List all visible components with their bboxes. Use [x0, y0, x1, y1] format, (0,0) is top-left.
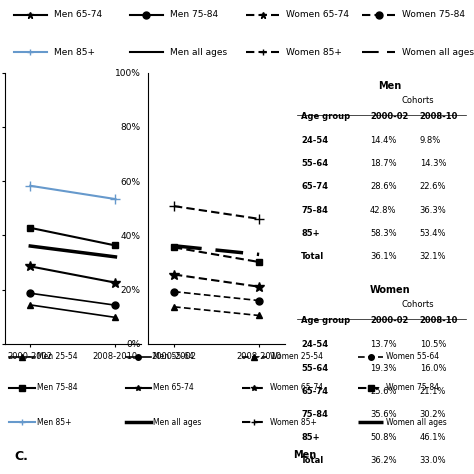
Text: Men 55-64: Men 55-64 — [154, 352, 194, 361]
Text: 33.0%: 33.0% — [419, 456, 447, 465]
Text: 24-54: 24-54 — [301, 340, 328, 349]
Text: Age group: Age group — [301, 112, 350, 121]
Text: 2000-02: 2000-02 — [370, 316, 409, 325]
Text: 65-74: 65-74 — [301, 182, 328, 191]
Text: 2008-10: 2008-10 — [419, 316, 458, 325]
Text: 46.1%: 46.1% — [419, 433, 446, 442]
Text: Men 65-74: Men 65-74 — [154, 383, 194, 392]
Text: 32.1%: 32.1% — [419, 252, 446, 261]
Text: 85+: 85+ — [301, 228, 319, 237]
Text: 58.3%: 58.3% — [370, 228, 397, 237]
Text: 30.2%: 30.2% — [419, 410, 446, 419]
Text: 50.8%: 50.8% — [370, 433, 397, 442]
Text: 53.4%: 53.4% — [419, 228, 446, 237]
Text: 36.3%: 36.3% — [419, 206, 447, 215]
Text: 14.3%: 14.3% — [419, 159, 446, 168]
Text: Men: Men — [378, 81, 401, 91]
Text: Men 85+: Men 85+ — [54, 48, 94, 57]
Text: 42.8%: 42.8% — [370, 206, 397, 215]
Text: Women 25-54: Women 25-54 — [270, 352, 322, 361]
Text: Men 75-84: Men 75-84 — [170, 10, 218, 19]
Text: 75-84: 75-84 — [301, 206, 328, 215]
Text: Cohorts: Cohorts — [401, 300, 434, 309]
Text: Total: Total — [301, 456, 324, 465]
Text: 2008-10: 2008-10 — [419, 112, 458, 121]
Text: Men 85+: Men 85+ — [37, 418, 72, 427]
Text: 13.7%: 13.7% — [370, 340, 397, 349]
Text: 18.7%: 18.7% — [370, 159, 397, 168]
Text: Women 65-74: Women 65-74 — [270, 383, 323, 392]
Text: Men 25-54: Men 25-54 — [37, 352, 78, 361]
Text: Age group: Age group — [301, 316, 350, 325]
Text: 9.8%: 9.8% — [419, 137, 441, 146]
Text: 21.1%: 21.1% — [419, 387, 446, 396]
Text: Men: Men — [293, 450, 316, 460]
Text: Women 55-64: Women 55-64 — [386, 352, 439, 361]
Text: Women 85+: Women 85+ — [270, 418, 316, 427]
Text: Women all ages: Women all ages — [386, 418, 447, 427]
Text: 85+: 85+ — [301, 433, 319, 442]
Text: 65-74: 65-74 — [301, 387, 328, 396]
Text: 14.4%: 14.4% — [370, 137, 396, 146]
Text: 55-64: 55-64 — [301, 159, 328, 168]
Text: 22.6%: 22.6% — [419, 182, 446, 191]
Text: Men 75-84: Men 75-84 — [37, 383, 78, 392]
Text: Men all ages: Men all ages — [154, 418, 202, 427]
Text: Total: Total — [301, 252, 324, 261]
Text: 25.6%: 25.6% — [370, 387, 397, 396]
Text: Women 75-84: Women 75-84 — [402, 10, 465, 19]
Text: 36.2%: 36.2% — [370, 456, 397, 465]
Text: 55-64: 55-64 — [301, 364, 328, 373]
Text: C.: C. — [14, 450, 28, 464]
Text: 10.5%: 10.5% — [419, 340, 446, 349]
Text: Women 85+: Women 85+ — [286, 48, 342, 57]
Text: Men 65-74: Men 65-74 — [54, 10, 101, 19]
Text: Cohorts: Cohorts — [401, 96, 434, 105]
Text: 35.6%: 35.6% — [370, 410, 397, 419]
Text: 2000-02: 2000-02 — [370, 112, 409, 121]
Text: 19.3%: 19.3% — [370, 364, 397, 373]
Text: 16.0%: 16.0% — [419, 364, 446, 373]
Text: Women: Women — [369, 285, 410, 295]
Text: 24-54: 24-54 — [301, 137, 328, 146]
Text: 28.6%: 28.6% — [370, 182, 397, 191]
Text: Men all ages: Men all ages — [170, 48, 227, 57]
Text: Women all ages: Women all ages — [402, 48, 474, 57]
Text: Women 75-84: Women 75-84 — [386, 383, 438, 392]
Text: Women 65-74: Women 65-74 — [286, 10, 349, 19]
Text: 36.1%: 36.1% — [370, 252, 397, 261]
Text: 75-84: 75-84 — [301, 410, 328, 419]
